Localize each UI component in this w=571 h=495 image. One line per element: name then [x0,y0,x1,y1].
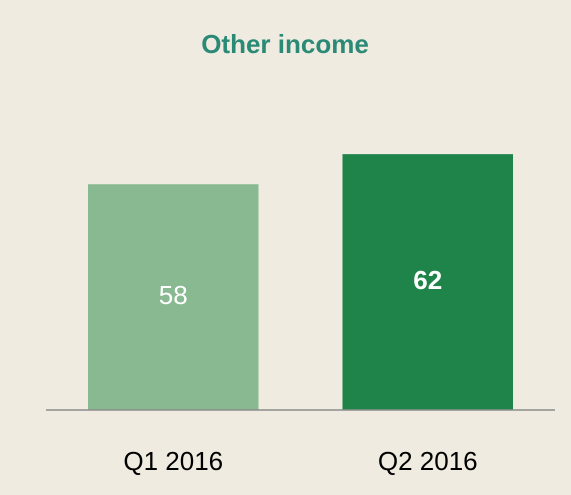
value-label: 58 [159,280,188,310]
chart-title: Other income [201,29,369,59]
bar [342,154,514,410]
value-label: 62 [413,265,442,295]
bar [87,184,259,410]
x-tick-label: Q1 2016 [123,446,223,476]
x-tick-label: Q2 2016 [378,446,478,476]
